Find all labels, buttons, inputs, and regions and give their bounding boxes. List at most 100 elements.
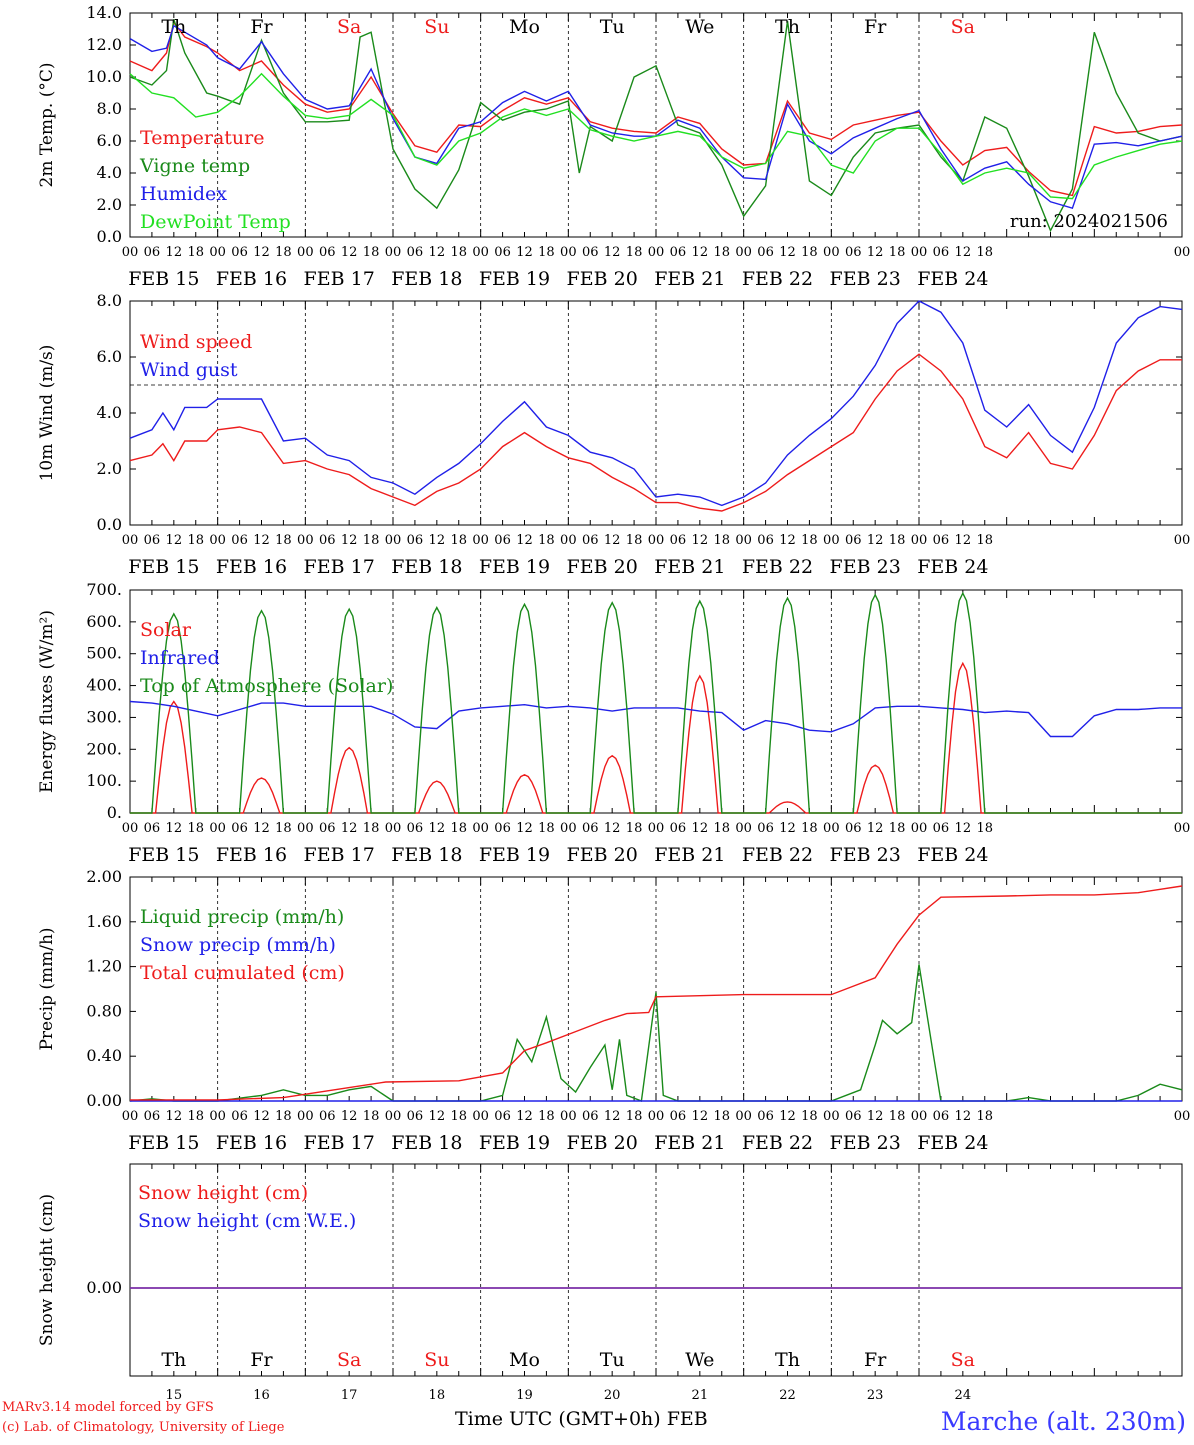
hour-tick-label: 00 xyxy=(823,533,840,548)
hour-tick-label: 18 xyxy=(976,533,993,548)
hour-tick-label: 00 xyxy=(122,245,139,260)
hour-tick-label: 18 xyxy=(976,821,993,836)
hour-tick-label: 00 xyxy=(297,245,314,260)
hour-tick-label: 06 xyxy=(407,1109,424,1124)
date-label: FEB 21 xyxy=(654,1132,725,1154)
legend-entry: Snow height (cm W.E.) xyxy=(138,1210,356,1232)
hour-tick-label: 18 xyxy=(187,245,204,260)
date-label: FEB 24 xyxy=(917,268,988,290)
day-name: Th xyxy=(161,1349,186,1371)
y-tick-label: 0.0 xyxy=(97,515,122,534)
hour-tick-label: 12 xyxy=(955,533,972,548)
day-name: Fr xyxy=(864,1349,887,1371)
legend-entry: Total cumulated (cm) xyxy=(140,962,345,984)
hour-tick-label: 06 xyxy=(845,1109,862,1124)
day-name: Tu xyxy=(600,1349,625,1371)
legend-entry: Infrared xyxy=(140,647,220,669)
hour-tick-label: 00 xyxy=(735,533,752,548)
hour-tick-label: 06 xyxy=(670,821,687,836)
hour-tick-label: 06 xyxy=(231,245,248,260)
y-tick-label: 6.0 xyxy=(97,131,122,150)
hour-tick-label: 18 xyxy=(976,245,993,260)
hour-tick-label: 00 xyxy=(560,245,577,260)
hour-tick-label: 06 xyxy=(757,533,774,548)
y-tick-label: 2.0 xyxy=(97,195,122,214)
hour-tick-label: 12 xyxy=(253,245,270,260)
day-name: Mo xyxy=(509,1349,540,1371)
day-name: Th xyxy=(775,1349,800,1371)
y-tick-label: 4.0 xyxy=(97,163,122,182)
day-number: 19 xyxy=(516,1388,533,1403)
day-number: 16 xyxy=(253,1388,270,1403)
day-name: Fr xyxy=(864,16,887,38)
hour-tick-label: 12 xyxy=(253,533,270,548)
hour-tick-label: 18 xyxy=(538,245,555,260)
hour-tick-label: 18 xyxy=(187,533,204,548)
day-name: Tu xyxy=(600,16,625,38)
hour-tick-label: 06 xyxy=(319,821,336,836)
date-label: FEB 21 xyxy=(654,556,725,578)
hour-tick-label: 00 xyxy=(385,245,402,260)
hour-tick-label: 12 xyxy=(955,1109,972,1124)
date-label: FEB 18 xyxy=(391,268,462,290)
y-axis-label: Snow height (cm) xyxy=(37,1194,57,1346)
hour-tick-label: 12 xyxy=(955,821,972,836)
hour-tick-label: 18 xyxy=(450,821,467,836)
date-label: FEB 15 xyxy=(128,556,199,578)
day-name: Sa xyxy=(951,1349,975,1371)
date-label: FEB 21 xyxy=(654,844,725,866)
hour-tick-label: 18 xyxy=(626,1109,643,1124)
day-name: Fr xyxy=(250,16,273,38)
series-line xyxy=(130,885,1183,1101)
hour-tick-label: 12 xyxy=(867,821,884,836)
hour-tick-label: 12 xyxy=(166,533,183,548)
date-label: FEB 20 xyxy=(567,268,638,290)
hour-tick-label: 06 xyxy=(231,821,248,836)
hour-tick-label: 00 xyxy=(472,821,489,836)
hour-tick-label: 12 xyxy=(166,245,183,260)
hour-tick-label: 18 xyxy=(275,245,292,260)
hour-tick-label: 06 xyxy=(144,821,161,836)
y-tick-label: 0.00 xyxy=(86,1278,122,1297)
hour-tick-label: 18 xyxy=(275,821,292,836)
date-label: FEB 19 xyxy=(479,1132,550,1154)
y-tick-label: 0.0 xyxy=(97,227,122,246)
hour-tick-label: 00 xyxy=(385,1109,402,1124)
series-line xyxy=(129,24,1183,210)
hour-tick-label: 06 xyxy=(933,821,950,836)
hour-tick-label: 12 xyxy=(166,821,183,836)
hour-tick-label: 06 xyxy=(757,1109,774,1124)
hour-tick-label: 18 xyxy=(801,245,818,260)
hour-tick-label: 06 xyxy=(582,245,599,260)
hour-tick-label: 00 xyxy=(560,533,577,548)
hour-tick-label: 18 xyxy=(538,533,555,548)
date-label: FEB 22 xyxy=(742,1132,813,1154)
hour-tick-label: 18 xyxy=(450,245,467,260)
y-tick-label: 0. xyxy=(107,803,122,822)
hour-tick-label: 06 xyxy=(407,533,424,548)
date-label: FEB 20 xyxy=(567,844,638,866)
series-line xyxy=(129,964,1183,1102)
date-label: FEB 18 xyxy=(391,556,462,578)
hour-tick-label: 00 xyxy=(911,1109,928,1124)
time-axis-label: Time UTC (GMT+0h) FEB xyxy=(455,1408,708,1430)
hour-tick-label: 00 xyxy=(1174,1109,1191,1124)
hour-tick-label: 06 xyxy=(494,245,511,260)
day-number: 23 xyxy=(867,1388,884,1403)
hour-tick-label: 12 xyxy=(779,821,796,836)
y-tick-label: 2.00 xyxy=(86,867,122,886)
hour-tick-label: 12 xyxy=(692,1109,709,1124)
hour-tick-label: 06 xyxy=(933,245,950,260)
y-axis-label: Energy fluxes (W/m²) xyxy=(37,610,57,793)
day-name: We xyxy=(685,16,714,38)
hour-tick-label: 12 xyxy=(867,245,884,260)
hour-tick-label: 18 xyxy=(801,533,818,548)
day-name: Sa xyxy=(337,1349,361,1371)
hour-tick-label: 12 xyxy=(341,1109,358,1124)
hour-tick-label: 06 xyxy=(319,533,336,548)
legend-entry: Snow height (cm) xyxy=(138,1182,308,1204)
hour-tick-label: 18 xyxy=(538,821,555,836)
panel-frame xyxy=(129,300,1183,526)
day-name: Su xyxy=(424,16,449,38)
